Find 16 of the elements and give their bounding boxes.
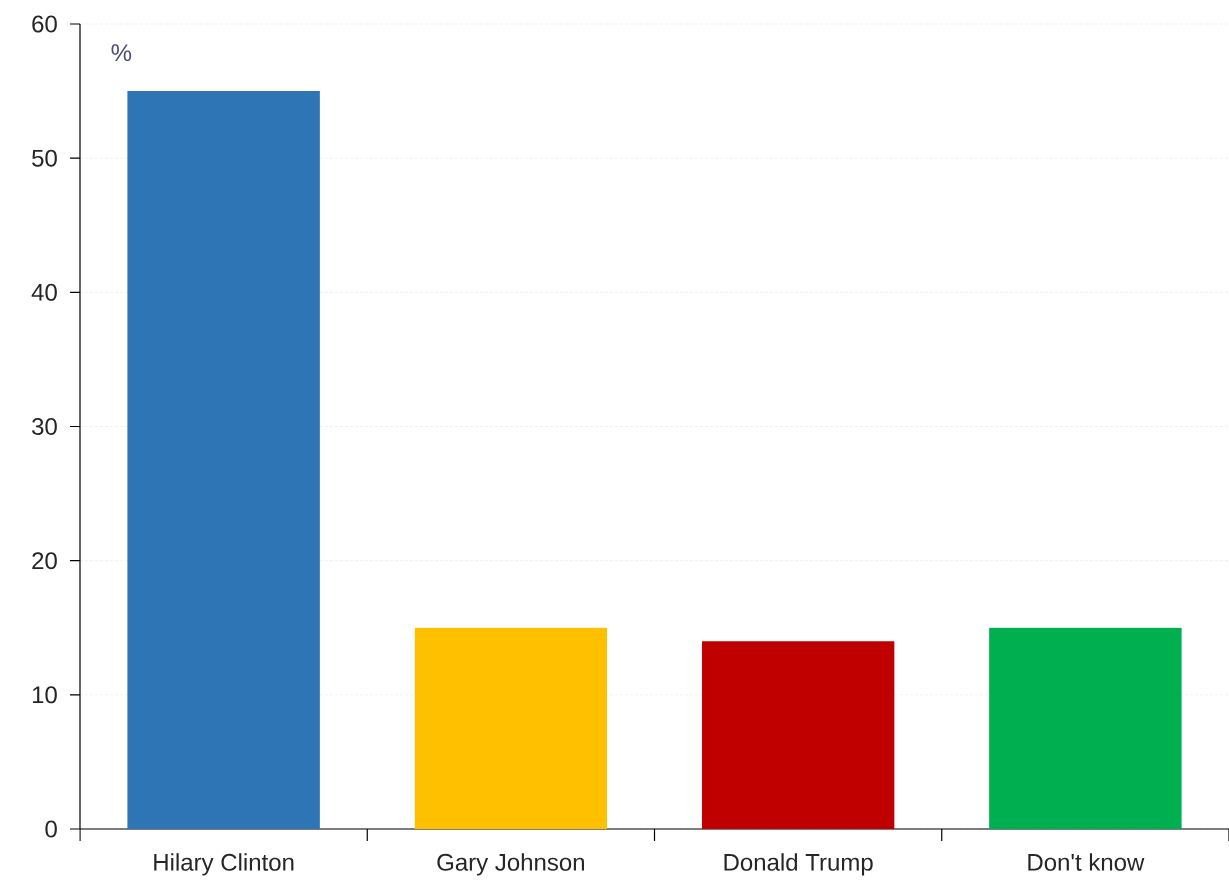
x-tick-label: Gary Johnson	[437, 853, 584, 876]
bar	[414, 627, 608, 829]
y-tick-label: 20	[32, 552, 57, 570]
y-tick-label: 40	[31, 283, 57, 301]
y-tick-label: 0	[45, 820, 57, 838]
y-tick-label: 10	[32, 686, 57, 704]
bar	[701, 641, 895, 829]
y-tick-label: 30	[32, 418, 57, 435]
x-tick-label: Donald Trump	[724, 853, 873, 876]
x-tick-label: Don't know	[1028, 853, 1145, 871]
y-tick-label: 50	[32, 149, 57, 167]
x-tick-label: Hilary Clinton	[154, 853, 294, 876]
y-tick-label: 60	[32, 15, 57, 33]
y-axis-title: %	[111, 44, 132, 62]
bar	[127, 91, 320, 829]
bar	[989, 627, 1182, 829]
